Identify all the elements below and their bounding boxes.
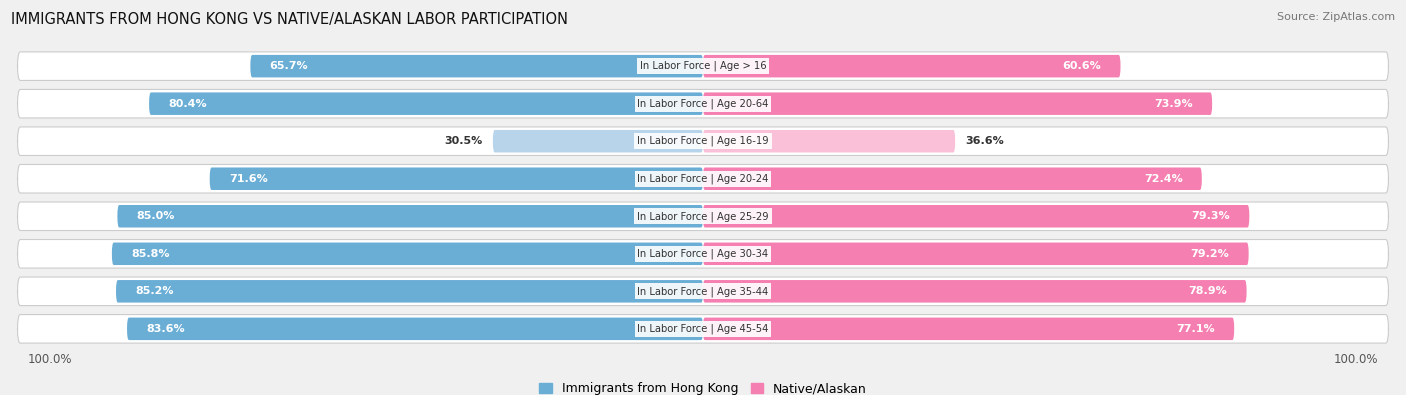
Text: 77.1%: 77.1%	[1177, 324, 1215, 334]
FancyBboxPatch shape	[703, 243, 1249, 265]
Legend: Immigrants from Hong Kong, Native/Alaskan: Immigrants from Hong Kong, Native/Alaska…	[538, 382, 868, 395]
FancyBboxPatch shape	[250, 55, 703, 77]
Text: In Labor Force | Age 45-54: In Labor Force | Age 45-54	[637, 324, 769, 334]
FancyBboxPatch shape	[703, 318, 1234, 340]
FancyBboxPatch shape	[17, 202, 1389, 231]
FancyBboxPatch shape	[703, 205, 1250, 228]
FancyBboxPatch shape	[494, 130, 703, 152]
FancyBboxPatch shape	[127, 318, 703, 340]
FancyBboxPatch shape	[703, 167, 1202, 190]
Text: 79.3%: 79.3%	[1191, 211, 1230, 221]
FancyBboxPatch shape	[17, 239, 1389, 268]
Text: In Labor Force | Age > 16: In Labor Force | Age > 16	[640, 61, 766, 71]
FancyBboxPatch shape	[703, 280, 1247, 303]
Text: In Labor Force | Age 20-24: In Labor Force | Age 20-24	[637, 173, 769, 184]
FancyBboxPatch shape	[703, 92, 1212, 115]
FancyBboxPatch shape	[117, 205, 703, 228]
Text: 85.8%: 85.8%	[131, 249, 170, 259]
Text: 85.0%: 85.0%	[136, 211, 176, 221]
Text: In Labor Force | Age 35-44: In Labor Force | Age 35-44	[637, 286, 769, 297]
Text: In Labor Force | Age 16-19: In Labor Force | Age 16-19	[637, 136, 769, 147]
Text: 65.7%: 65.7%	[270, 61, 308, 71]
Text: 71.6%: 71.6%	[229, 174, 267, 184]
FancyBboxPatch shape	[209, 167, 703, 190]
FancyBboxPatch shape	[703, 55, 1121, 77]
Text: 73.9%: 73.9%	[1154, 99, 1192, 109]
Text: 83.6%: 83.6%	[146, 324, 186, 334]
Text: In Labor Force | Age 25-29: In Labor Force | Age 25-29	[637, 211, 769, 222]
Text: 30.5%: 30.5%	[444, 136, 482, 146]
Text: 100.0%: 100.0%	[28, 353, 72, 366]
FancyBboxPatch shape	[17, 164, 1389, 193]
Text: In Labor Force | Age 20-64: In Labor Force | Age 20-64	[637, 98, 769, 109]
Text: 100.0%: 100.0%	[1334, 353, 1378, 366]
Text: 78.9%: 78.9%	[1188, 286, 1227, 296]
Text: 80.4%: 80.4%	[169, 99, 207, 109]
Text: 60.6%: 60.6%	[1063, 61, 1101, 71]
FancyBboxPatch shape	[117, 280, 703, 303]
Text: In Labor Force | Age 30-34: In Labor Force | Age 30-34	[637, 248, 769, 259]
Text: Source: ZipAtlas.com: Source: ZipAtlas.com	[1277, 12, 1395, 22]
FancyBboxPatch shape	[17, 52, 1389, 81]
FancyBboxPatch shape	[703, 130, 955, 152]
Text: 79.2%: 79.2%	[1191, 249, 1229, 259]
FancyBboxPatch shape	[17, 89, 1389, 118]
Text: 72.4%: 72.4%	[1143, 174, 1182, 184]
FancyBboxPatch shape	[17, 314, 1389, 343]
FancyBboxPatch shape	[17, 277, 1389, 306]
Text: IMMIGRANTS FROM HONG KONG VS NATIVE/ALASKAN LABOR PARTICIPATION: IMMIGRANTS FROM HONG KONG VS NATIVE/ALAS…	[11, 12, 568, 27]
Text: 36.6%: 36.6%	[966, 136, 1004, 146]
FancyBboxPatch shape	[17, 127, 1389, 156]
FancyBboxPatch shape	[149, 92, 703, 115]
FancyBboxPatch shape	[112, 243, 703, 265]
Text: 85.2%: 85.2%	[135, 286, 174, 296]
